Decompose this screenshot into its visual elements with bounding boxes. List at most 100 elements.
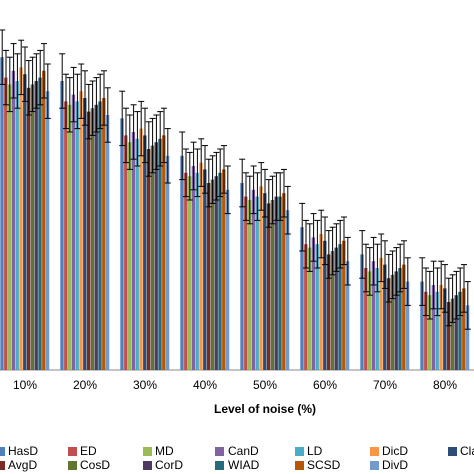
bar bbox=[278, 196, 282, 370]
error-bar bbox=[258, 162, 265, 211]
error-bar bbox=[164, 128, 171, 184]
bar bbox=[67, 104, 72, 371]
legend-swatch bbox=[0, 447, 5, 456]
legend-label: DivD bbox=[382, 458, 408, 472]
error-bar bbox=[389, 250, 396, 300]
bar bbox=[38, 77, 42, 370]
error-bar bbox=[179, 131, 186, 181]
bar bbox=[139, 128, 143, 370]
error-bar bbox=[250, 165, 257, 215]
bar bbox=[443, 288, 447, 370]
bar bbox=[454, 295, 458, 370]
error-bar bbox=[449, 274, 456, 323]
error-bar bbox=[322, 216, 328, 266]
error-bar bbox=[393, 247, 400, 296]
error-bar bbox=[224, 165, 231, 215]
bar bbox=[143, 135, 147, 370]
bar bbox=[15, 81, 19, 370]
bar bbox=[338, 244, 342, 370]
bar bbox=[285, 210, 290, 370]
error-bar bbox=[239, 158, 246, 208]
x-axis-title: Level of noise (%) bbox=[214, 402, 316, 416]
error-bar bbox=[41, 43, 47, 99]
error-bar bbox=[190, 141, 197, 191]
error-bar bbox=[430, 260, 437, 310]
bar bbox=[371, 261, 376, 370]
bar bbox=[210, 179, 215, 370]
legend-swatch bbox=[68, 447, 77, 456]
bar bbox=[86, 111, 91, 370]
bar bbox=[450, 298, 455, 370]
bar bbox=[94, 104, 98, 371]
bar bbox=[105, 115, 110, 370]
error-bar bbox=[97, 73, 104, 130]
bar bbox=[203, 169, 207, 370]
error-bar bbox=[419, 257, 426, 306]
bar bbox=[102, 98, 106, 370]
error-bar bbox=[221, 145, 227, 194]
error-bar bbox=[186, 151, 193, 201]
legend-label: HasD bbox=[8, 444, 38, 458]
bar bbox=[323, 240, 327, 370]
legend-label: WIAD bbox=[228, 458, 260, 472]
x-tick-label: 30% bbox=[133, 378, 157, 392]
bar bbox=[462, 288, 466, 370]
error-bar bbox=[363, 243, 369, 293]
error-bar bbox=[123, 107, 129, 164]
bar bbox=[184, 172, 188, 370]
error-bar bbox=[370, 236, 377, 286]
error-bar bbox=[6, 56, 13, 113]
error-bar bbox=[126, 114, 133, 170]
bar bbox=[427, 295, 432, 370]
error-bar bbox=[333, 223, 340, 272]
error-bar bbox=[246, 175, 253, 225]
error-bar bbox=[104, 87, 111, 143]
error-bar bbox=[142, 107, 148, 164]
x-tick-label: 40% bbox=[193, 378, 217, 392]
error-bar bbox=[145, 121, 152, 177]
legend-swatch bbox=[448, 447, 457, 456]
bar bbox=[315, 244, 319, 370]
error-bar bbox=[341, 216, 347, 266]
bar bbox=[240, 183, 244, 370]
error-bar bbox=[457, 267, 464, 317]
bar bbox=[165, 155, 170, 370]
bar bbox=[26, 87, 31, 371]
error-bar bbox=[101, 70, 107, 126]
error-bar bbox=[378, 233, 385, 283]
error-bar bbox=[382, 240, 388, 289]
legend-swatch bbox=[68, 461, 77, 470]
bar bbox=[274, 196, 278, 370]
bar bbox=[90, 108, 95, 370]
x-tick-label: 50% bbox=[253, 378, 277, 392]
bar bbox=[146, 149, 151, 370]
bar bbox=[367, 271, 372, 370]
error-bar bbox=[33, 53, 40, 109]
bar bbox=[187, 176, 192, 370]
bar bbox=[60, 81, 64, 370]
bar bbox=[180, 155, 184, 370]
bar bbox=[30, 84, 35, 371]
error-bar bbox=[14, 53, 21, 109]
bar bbox=[402, 264, 406, 370]
error-bar bbox=[453, 270, 460, 320]
bar bbox=[23, 74, 27, 370]
legend-label: MD bbox=[155, 444, 174, 458]
bar bbox=[247, 200, 252, 370]
error-bar bbox=[445, 277, 452, 327]
bar bbox=[300, 227, 304, 370]
legend-label: LD bbox=[307, 444, 323, 458]
error-bar bbox=[438, 260, 445, 310]
bar bbox=[326, 254, 331, 370]
bar bbox=[154, 142, 158, 370]
bar bbox=[158, 138, 162, 370]
legend-swatch bbox=[370, 461, 379, 470]
bar bbox=[334, 247, 338, 370]
error-bar bbox=[318, 209, 325, 259]
bar bbox=[311, 237, 316, 370]
bar bbox=[98, 101, 102, 371]
error-bar bbox=[359, 230, 366, 279]
bar bbox=[319, 234, 323, 370]
legend-swatch bbox=[295, 447, 304, 456]
